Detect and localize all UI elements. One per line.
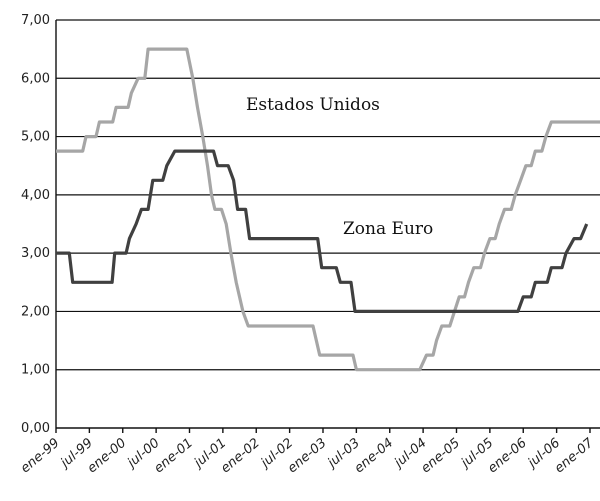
y-tick-label: 5,00 xyxy=(21,130,50,145)
y-tick-label: 2,00 xyxy=(21,304,50,319)
x-tick-label: ene-02 xyxy=(218,436,262,477)
x-tick-label: ene-05 xyxy=(419,436,463,477)
x-tick-label: ene-00 xyxy=(85,436,129,477)
series-lines xyxy=(56,47,600,372)
series-line-zona-euro xyxy=(56,149,589,313)
y-tick-label: 7,00 xyxy=(21,13,50,28)
x-tick-label: ene-04 xyxy=(352,436,396,477)
x-tick-labels: ene-99jul-99ene-00jul-00ene-01jul-01ene-… xyxy=(18,435,597,476)
y-tick-label: 6,00 xyxy=(21,71,50,86)
x-tick-label: ene-99 xyxy=(18,436,62,477)
y-tick-label: 4,00 xyxy=(21,188,50,203)
x-tick-label: ene-07 xyxy=(552,435,597,476)
y-tick-labels: 0,00 1,00 2,00 3,00 4,00 5,00 6,00 7,00 xyxy=(21,13,50,436)
series-label-estados-unidos: Estados Unidos xyxy=(246,95,380,115)
x-tick-label: ene-03 xyxy=(285,436,329,477)
axes xyxy=(55,20,600,433)
series-line-estados-unidos xyxy=(56,47,600,372)
y-tick-label: 3,00 xyxy=(21,246,50,261)
x-tick-label: ene-01 xyxy=(152,436,196,477)
grid-lines xyxy=(56,19,600,371)
x-tick-label: ene-06 xyxy=(485,436,529,477)
y-tick-label: 0,00 xyxy=(21,421,50,436)
series-label-zona-euro: Zona Euro xyxy=(343,219,433,239)
y-tick-label: 1,00 xyxy=(21,363,50,378)
